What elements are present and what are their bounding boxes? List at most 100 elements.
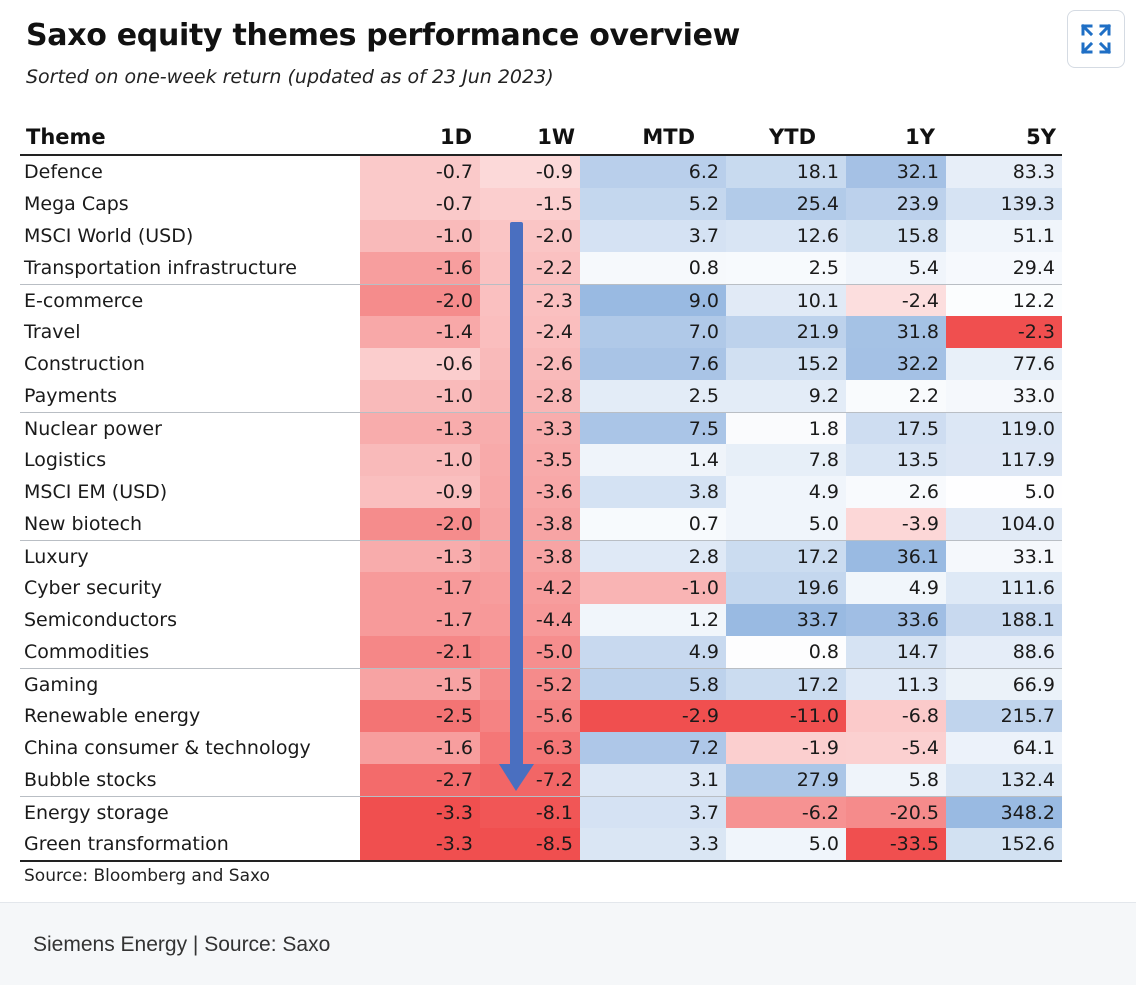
table-row: Luxury -1.3 -3.8 2.8 17.2 36.1 33.1 — [20, 540, 1062, 573]
value-cell-1d: -1.6 — [360, 252, 480, 284]
expand-button[interactable] — [1067, 10, 1125, 68]
table-row: Commodities -2.1 -5.0 4.9 0.8 14.7 88.6 — [20, 636, 1062, 668]
value-cell-5y: 33.0 — [946, 380, 1062, 412]
value-cell-1w: -4.2 — [480, 572, 580, 604]
value-cell-1d: -0.6 — [360, 348, 480, 380]
theme-label: Energy storage — [24, 802, 169, 824]
value-cell-1y: 15.8 — [846, 220, 946, 252]
value-cell-ytd: 25.4 — [726, 188, 846, 220]
value-cell-1d: -1.7 — [360, 604, 480, 636]
chart-source: Source: Bloomberg and Saxo — [24, 866, 270, 886]
table-row: Cyber security -1.7 -4.2 -1.0 19.6 4.9 111.6 — [20, 572, 1062, 604]
theme-label: Nuclear power — [24, 418, 162, 440]
theme-label: Gaming — [24, 674, 99, 696]
value-cell-5y: 83.3 — [946, 156, 1062, 188]
value-cell-ytd: 19.6 — [726, 572, 846, 604]
value-cell-ytd: 27.9 — [726, 764, 846, 796]
value-cell-5y: 152.6 — [946, 828, 1062, 860]
table-row: Defence -0.7 -0.9 6.2 18.1 32.1 83.3 — [20, 156, 1062, 188]
value-cell-ytd: 1.8 — [726, 413, 846, 445]
value-cell-mtd: 3.7 — [580, 797, 726, 829]
value-cell-1w: -8.5 — [480, 828, 580, 860]
value-cell-ytd: 2.5 — [726, 252, 846, 284]
value-cell-5y: 29.4 — [946, 252, 1062, 284]
value-cell-1y: 33.6 — [846, 604, 946, 636]
table-row: New biotech -2.0 -3.8 0.7 5.0 -3.9 104.0 — [20, 508, 1062, 540]
theme-label: MSCI World (USD) — [24, 225, 194, 247]
value-cell-1y: -5.4 — [846, 732, 946, 764]
value-cell-1d: -0.9 — [360, 476, 480, 508]
value-cell-1w: -0.9 — [480, 156, 580, 188]
value-cell-ytd: 5.0 — [726, 828, 846, 860]
value-cell-1w: -2.6 — [480, 348, 580, 380]
column-header-theme: Theme — [26, 125, 106, 149]
value-cell-mtd: 5.2 — [580, 188, 726, 220]
value-cell-5y: 117.9 — [946, 444, 1062, 476]
table-row: Renewable energy -2.5 -5.6 -2.9 -11.0 -6.8 215… — [20, 700, 1062, 732]
theme-label: Commodities — [24, 641, 150, 663]
value-cell-ytd: 17.2 — [726, 541, 846, 573]
table-row: MSCI EM (USD) -0.9 -3.6 3.8 4.9 2.6 5.0 — [20, 476, 1062, 508]
value-cell-1y: -20.5 — [846, 797, 946, 829]
value-cell-5y: 348.2 — [946, 797, 1062, 829]
value-cell-1y: 14.7 — [846, 636, 946, 668]
value-cell-mtd: 7.2 — [580, 732, 726, 764]
theme-label: Cyber security — [24, 577, 162, 599]
column-header-1d: 1D — [439, 125, 472, 149]
theme-label: Semiconductors — [24, 609, 177, 631]
table-row: Bubble stocks -2.7 -7.2 3.1 27.9 5.8 132.4 — [20, 764, 1062, 796]
value-cell-1w: -3.3 — [480, 413, 580, 445]
value-cell-mtd: 1.2 — [580, 604, 726, 636]
table-row: Energy storage -3.3 -8.1 3.7 -6.2 -20.5 348.2 — [20, 796, 1062, 829]
value-cell-5y: 111.6 — [946, 572, 1062, 604]
value-cell-5y: 104.0 — [946, 508, 1062, 540]
value-cell-5y: 215.7 — [946, 700, 1062, 732]
column-header-1w: 1W — [537, 125, 575, 149]
value-cell-1w: -5.6 — [480, 700, 580, 732]
value-cell-mtd: 0.7 — [580, 508, 726, 540]
value-cell-mtd: 9.0 — [580, 285, 726, 317]
value-cell-1y: 23.9 — [846, 188, 946, 220]
value-cell-1y: 31.8 — [846, 316, 946, 348]
value-cell-1d: -0.7 — [360, 188, 480, 220]
value-cell-1y: 13.5 — [846, 444, 946, 476]
value-cell-1w: -3.8 — [480, 541, 580, 573]
value-cell-1d: -0.7 — [360, 156, 480, 188]
value-cell-5y: 51.1 — [946, 220, 1062, 252]
value-cell-5y: 88.6 — [946, 636, 1062, 668]
table-row: Mega Caps -0.7 -1.5 5.2 25.4 23.9 139.3 — [20, 188, 1062, 220]
value-cell-1d: -3.3 — [360, 828, 480, 860]
table-body: Defence -0.7 -0.9 6.2 18.1 32.1 83.3 Mega Caps -… — [20, 156, 1062, 862]
value-cell-1d: -2.1 — [360, 636, 480, 668]
value-cell-5y: 77.6 — [946, 348, 1062, 380]
value-cell-1y: 11.3 — [846, 669, 946, 701]
value-cell-1w: -5.2 — [480, 669, 580, 701]
value-cell-1w: -7.2 — [480, 764, 580, 796]
value-cell-5y: -2.3 — [946, 316, 1062, 348]
value-cell-1w: -2.3 — [480, 285, 580, 317]
theme-label: Construction — [24, 353, 145, 375]
value-cell-1d: -1.0 — [360, 380, 480, 412]
value-cell-1w: -4.4 — [480, 604, 580, 636]
table-row: E-commerce -2.0 -2.3 9.0 10.1 -2.4 12.2 — [20, 284, 1062, 317]
value-cell-1w: -2.4 — [480, 316, 580, 348]
chart-figure: Saxo equity themes performance overview … — [20, 10, 1125, 886]
image-caption: Siemens Energy | Source: Saxo — [0, 902, 1136, 985]
expand-icon — [1080, 23, 1112, 55]
value-cell-mtd: -2.9 — [580, 700, 726, 732]
value-cell-ytd: 21.9 — [726, 316, 846, 348]
value-cell-mtd: 7.5 — [580, 413, 726, 445]
value-cell-1w: -2.0 — [480, 220, 580, 252]
value-cell-1w: -6.3 — [480, 732, 580, 764]
table-row: Nuclear power -1.3 -3.3 7.5 1.8 17.5 119.0 — [20, 412, 1062, 445]
value-cell-ytd: 9.2 — [726, 380, 846, 412]
value-cell-1y: 36.1 — [846, 541, 946, 573]
value-cell-mtd: 5.8 — [580, 669, 726, 701]
value-cell-mtd: 3.7 — [580, 220, 726, 252]
theme-label: Travel — [24, 321, 81, 343]
column-header-1y: 1Y — [905, 125, 935, 149]
value-cell-mtd: 3.1 — [580, 764, 726, 796]
value-cell-5y: 64.1 — [946, 732, 1062, 764]
value-cell-ytd: 7.8 — [726, 444, 846, 476]
chart-subtitle: Sorted on one-week return (updated as of… — [26, 66, 554, 88]
